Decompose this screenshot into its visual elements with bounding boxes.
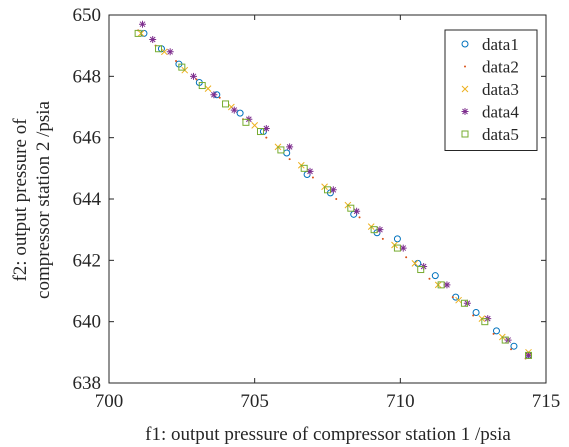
legend-marker-data3 [461,85,469,93]
legend-label-data2: data2 [482,58,519,77]
data3-point [455,296,462,304]
data1-point [393,235,401,243]
data4-point [286,143,294,151]
data5-point [525,351,533,359]
legend-label-data3: data3 [482,80,519,99]
data5-point [460,299,468,307]
legend-marker-data4 [461,108,469,115]
data2-point [510,348,513,351]
data2-point [288,158,291,161]
data2-point [451,296,454,299]
data1-point [492,327,500,335]
data2-point [358,216,361,219]
data1-point [472,308,480,316]
data3-point [251,122,259,129]
data5-point [324,186,331,194]
data3-point [411,260,419,267]
data4-point [166,48,174,56]
legend-box [444,29,538,151]
data4-point [139,20,147,28]
data5-point [134,29,142,37]
data2-point [492,332,495,335]
data2-point [381,237,384,240]
y-tick-label: 640 [73,312,102,333]
data2-point [311,176,314,179]
data4-point [353,207,361,215]
data2-point [428,277,431,280]
x-tick-label: 705 [240,391,269,412]
data5-point [256,128,264,136]
y-tick-label: 648 [73,66,102,87]
data2-point [218,96,221,99]
legend-marker-data2 [464,65,466,68]
legend-marker-data1 [461,40,469,48]
data1-point [510,342,518,350]
legend-label-data5: data5 [482,125,519,144]
data1-point [236,109,244,117]
data5-series [134,29,533,359]
data5-point [393,244,401,252]
data2-point [335,198,338,200]
data4-point [230,106,238,114]
data5-point [242,118,250,126]
x-tick-label: 700 [95,391,124,412]
data4-point [443,281,451,289]
y-tick-label: 638 [73,373,102,394]
legend-label-data4: data4 [482,103,519,122]
data2-point [405,256,408,259]
data4-point [262,124,270,132]
y-axis-label-line2: compressor station 2 /psia [33,100,54,298]
data1-point [431,272,439,280]
data4-point [149,36,157,44]
data2-point [265,136,268,139]
data4-point [376,226,384,234]
data4-point [399,244,407,252]
data2-point [472,314,475,317]
legend: data1 data2 data3 data4 data5 [444,29,538,151]
data5-point [198,82,206,90]
data5-point [300,164,308,172]
data5-point [178,63,186,71]
x-tick-label: 715 [532,391,561,412]
legend-label-data1: data1 [482,35,519,54]
chart-marks [134,20,533,360]
y-tick-label: 646 [73,128,102,149]
data4-point [189,72,197,80]
data5-point [437,281,445,289]
data5-point [277,146,285,154]
data5-point [417,266,425,274]
data5-point [155,45,163,53]
data5-point [222,100,230,108]
x-tick-label: 710 [386,391,415,412]
x-axis-label: f1: output pressure of compressor statio… [145,424,511,445]
y-axis-label-line1: f2: output pressure of [10,118,31,282]
data5-point [370,226,378,234]
data3-point [160,48,168,56]
data5-point [501,336,509,344]
data5-point [347,204,355,212]
data5-point [481,318,489,326]
y-tick-label: 650 [73,5,102,26]
data4-point [329,186,337,194]
data2-point [175,60,178,62]
y-tick-label: 642 [73,250,102,271]
axis-ticks: 700 705 710 715 638 640 642 644 646 648 650 [73,5,561,412]
data4-point [210,91,218,99]
data4-point [525,351,533,359]
legend-marker-data5 [461,130,469,138]
y-tick-label: 644 [73,189,102,210]
data4-point [306,167,314,175]
data3-point [204,85,212,92]
